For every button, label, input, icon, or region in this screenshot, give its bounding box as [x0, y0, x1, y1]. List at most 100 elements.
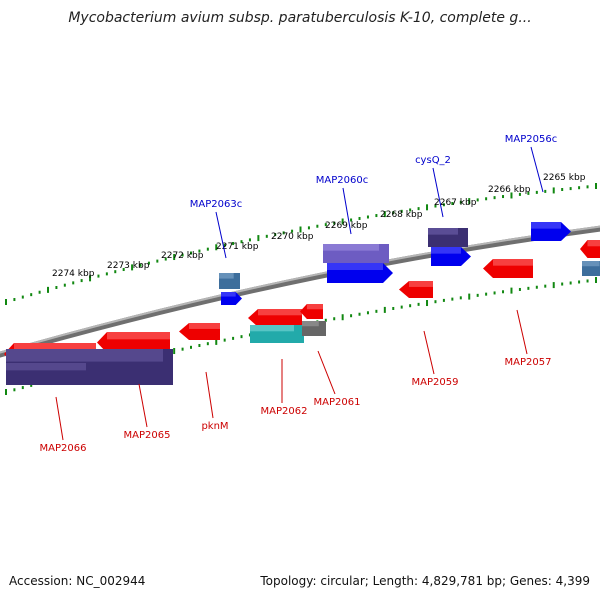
lower-tick	[426, 300, 429, 307]
kbp-label: 2274 kbp	[52, 269, 95, 279]
backbone-highlight	[0, 225, 600, 354]
gene-fwd-shade	[431, 247, 461, 254]
lower-tick	[493, 291, 496, 295]
lower-tick	[544, 284, 547, 288]
kbp-label: 2265 kbp	[543, 173, 586, 183]
upper-tick	[518, 192, 521, 196]
kbp-label: 2266 kbp	[488, 185, 531, 195]
gene-rev-shade	[302, 321, 319, 327]
upper-tick	[316, 224, 319, 228]
kbp-label: 2269 kbp	[325, 221, 368, 231]
lower-tick	[240, 335, 243, 339]
upper-tick	[80, 279, 83, 283]
upper-tick	[181, 253, 184, 257]
lower-tick	[358, 312, 361, 316]
gene-rev[interactable]	[248, 309, 302, 327]
upper-tick	[21, 295, 24, 299]
lower-tick	[535, 285, 538, 289]
reverse-gene-label-leader	[423, 330, 435, 375]
forward-gene-label[interactable]: cysQ_2	[415, 155, 451, 166]
lower-tick	[434, 300, 437, 304]
map-title: Mycobacterium avium subsp. paratuberculo…	[68, 10, 532, 26]
lower-tick	[417, 302, 420, 306]
genome-summary-text: Topology: circular; Length: 4,829,781 bp…	[260, 574, 590, 588]
forward-gene-label[interactable]: MAP2056c	[505, 134, 557, 145]
forward-gene-label[interactable]: MAP2063c	[190, 199, 242, 210]
gene-fwd[interactable]	[327, 263, 393, 283]
lower-tick	[21, 386, 24, 390]
gene-rev-shade	[107, 332, 170, 340]
upper-tick	[434, 204, 437, 208]
lower-tick	[375, 309, 378, 313]
reverse-gene-label[interactable]: MAP2061	[314, 397, 361, 408]
reverse-gene-label[interactable]: MAP2066	[40, 443, 87, 454]
gene-fwd[interactable]	[221, 292, 242, 305]
upper-tick	[544, 189, 547, 193]
kbp-label: 2267 kbp	[434, 198, 477, 208]
gene-rev-shade	[493, 259, 533, 266]
reverse-gene-label[interactable]: MAP2057	[505, 357, 552, 368]
kbp-label: 2268 kbp	[380, 210, 423, 220]
gene-rev[interactable]	[399, 281, 433, 298]
kbp-label: 2272 kbp	[161, 251, 204, 261]
upper-tick	[173, 254, 176, 261]
upper-tick	[417, 207, 420, 211]
lower-tick	[527, 286, 530, 290]
upper-tick	[383, 211, 386, 218]
reverse-gene-label-leader	[516, 309, 528, 355]
gene-rev[interactable]	[6, 363, 96, 384]
upper-tick	[189, 251, 192, 255]
lower-tick	[232, 336, 235, 340]
upper-tick	[426, 204, 429, 211]
reverse-gene-label[interactable]: MAP2065	[124, 430, 171, 441]
gene-fwd[interactable]	[323, 244, 389, 263]
gene-fwd-shade	[221, 292, 236, 297]
upper-tick	[291, 229, 294, 233]
kbp-label: 2271 kbp	[216, 242, 259, 252]
gene-rev[interactable]	[300, 304, 323, 319]
gene-fwd[interactable]	[219, 273, 240, 289]
gene-rev[interactable]	[483, 259, 533, 278]
reverse-gene-label[interactable]: MAP2062	[261, 406, 308, 417]
gene-fwd-shade	[428, 228, 458, 235]
lower-tick	[341, 314, 344, 321]
lower-tick	[333, 317, 336, 321]
gene-rev[interactable]	[302, 321, 326, 336]
lower-tick	[561, 282, 564, 286]
gene-rev-shade	[6, 349, 163, 362]
gene-rev[interactable]	[97, 332, 170, 353]
upper-tick	[265, 234, 268, 238]
upper-tick	[13, 298, 16, 302]
upper-tick	[164, 257, 167, 261]
gene-fwd[interactable]	[531, 222, 571, 241]
upper-tick	[55, 286, 58, 290]
forward-gene-label-leader	[432, 167, 444, 218]
gene-fwd[interactable]	[582, 261, 600, 276]
reverse-gene-label[interactable]: pknM	[201, 421, 228, 432]
upper-tick	[375, 214, 378, 218]
upper-tick	[552, 187, 555, 194]
upper-tick	[324, 223, 327, 227]
gene-rev[interactable]	[179, 323, 220, 340]
upper-tick	[510, 192, 513, 199]
lower-tick	[552, 282, 555, 289]
gene-rev[interactable]	[580, 240, 600, 258]
upper-tick	[5, 299, 7, 305]
gene-rev-shade	[587, 240, 600, 247]
gene-rev[interactable]	[250, 325, 304, 343]
gene-fwd-shade	[582, 261, 600, 267]
lower-tick	[248, 333, 251, 337]
upper-tick	[223, 243, 226, 247]
lower-tick	[215, 338, 218, 345]
reverse-gene-label[interactable]: MAP2059	[412, 377, 459, 388]
forward-gene-label[interactable]: MAP2060c	[316, 175, 368, 186]
lower-tick	[324, 318, 327, 322]
upper-tick	[392, 211, 395, 215]
gene-fwd[interactable]	[428, 228, 468, 247]
upper-tick	[282, 231, 285, 235]
lower-tick	[476, 293, 479, 297]
lower-tick	[30, 383, 33, 387]
gene-fwd[interactable]	[431, 247, 471, 266]
upper-tick	[459, 200, 462, 204]
